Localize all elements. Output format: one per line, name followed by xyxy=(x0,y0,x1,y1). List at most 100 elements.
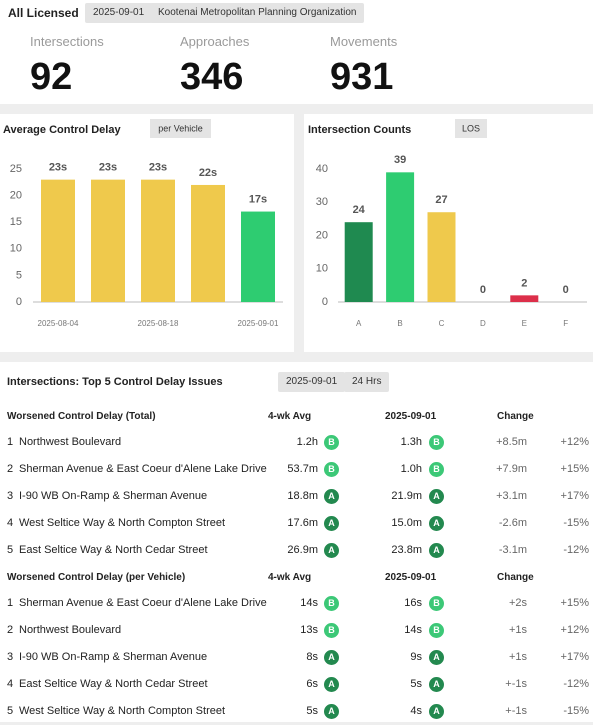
column-header: Worsened Control Delay (Total) xyxy=(7,411,156,422)
cell-rank: 4 xyxy=(7,678,14,690)
grade-badge: B xyxy=(429,596,444,611)
cell-rank: 4 xyxy=(7,517,14,529)
counts-chart: Intersection Counts LOS010203040A24B39C27… xyxy=(308,119,587,328)
table-row[interactable]: 5 East Seltice Way & North Cedar Street 26… xyxy=(0,537,593,564)
bar xyxy=(510,295,539,302)
y-tick-label: 15 xyxy=(10,216,22,228)
grade-badge: A xyxy=(429,650,444,665)
table-row[interactable]: 4 East Seltice Way & North Cedar Street 6s… xyxy=(0,671,593,698)
bar xyxy=(41,179,75,302)
button-bg[interactable] xyxy=(455,119,487,138)
cell-change: -2.6m xyxy=(498,517,527,529)
table-row[interactable]: 2 Sherman Avenue & East Coeur d'Alene Lak… xyxy=(0,456,593,483)
cell-name: Northwest Boulevard xyxy=(19,436,122,448)
table-row[interactable]: 4 West Seltice Way & North Compton Street… xyxy=(0,510,593,537)
cell-name: West Seltice Way & North Compton Street xyxy=(19,705,226,717)
x-tick-label: 2025-09-01 xyxy=(238,319,279,328)
cell-name: East Seltice Way & North Cedar Street xyxy=(19,544,208,556)
cell-change: +2s xyxy=(508,597,527,609)
table-header: Worsened Control Delay (Total) 4-wk Avg 20… xyxy=(0,403,593,430)
grade-badge: B xyxy=(429,623,444,638)
value-label: 27 xyxy=(435,194,447,206)
table-row[interactable]: 1 Northwest Boulevard 1.2h B 1.3h B +8.5m +12% xyxy=(0,429,593,456)
bar xyxy=(344,222,373,302)
grade-badge: A xyxy=(429,704,444,719)
cell-change: +1s xyxy=(508,651,527,663)
column-header: Change xyxy=(497,572,534,583)
bar xyxy=(191,184,225,302)
cell-pct: +12% xyxy=(560,624,589,636)
cell-change: +8.5m xyxy=(496,436,527,448)
grade-badge: A xyxy=(429,489,444,504)
cell-pct: -15% xyxy=(563,517,589,529)
cell-cur: 4s xyxy=(410,705,422,717)
grade-badge: A xyxy=(324,516,339,531)
cell-pct: -15% xyxy=(563,705,589,717)
cell-avg: 5s xyxy=(306,705,318,717)
delay-chart: Average Control Delay per Vehicle 0 5 10 15 20… xyxy=(3,119,283,328)
button-label: LOS xyxy=(462,123,480,133)
kpi-value: 92 xyxy=(30,56,73,98)
x-tick-label: D xyxy=(480,319,486,328)
cell-cur: 1.0h xyxy=(400,463,422,475)
cell-cur: 14s xyxy=(404,624,422,636)
cell-rank: 5 xyxy=(7,705,14,717)
table-row[interactable]: 3 I-90 WB On-Ramp & Sherman Avenue 8s A 9s A +… xyxy=(0,644,593,671)
grade-badge: B xyxy=(429,462,444,477)
button-bg[interactable] xyxy=(150,119,211,138)
x-tick-label: 2025-08-04 xyxy=(38,319,79,328)
period-chip[interactable]: 24 Hrs xyxy=(344,372,390,392)
cell-rank: 1 xyxy=(7,436,14,448)
cell-pct: +12% xyxy=(560,436,589,448)
table-row[interactable]: 1 Sherman Avenue & East Coeur d'Alene Lak… xyxy=(0,590,593,617)
y-tick-label: 10 xyxy=(316,263,328,275)
bar xyxy=(241,211,275,302)
counts-panel: Intersection Counts LOS 0 10 20 30 40 A 24 B 39 C 27… xyxy=(304,114,593,352)
y-tick-label: 30 xyxy=(316,196,328,208)
grade-badge: A xyxy=(324,677,339,692)
cell-rank: 3 xyxy=(7,490,14,502)
cell-name: Northwest Boulevard xyxy=(19,624,122,636)
value-label: 2 xyxy=(521,277,527,289)
x-tick-label: 2025-08-18 xyxy=(138,319,179,328)
cell-cur: 21.9m xyxy=(391,490,422,502)
cell-change: +1s xyxy=(508,624,527,636)
y-tick-label: 20 xyxy=(316,229,328,241)
issues-panel: Intersections: Top 5 Control Delay Issue… xyxy=(0,362,593,722)
table-row[interactable]: 2 Northwest Boulevard 13s B 14s B +1s +12% xyxy=(0,617,593,644)
chart-title: Intersection Counts xyxy=(308,124,411,136)
value-label: 39 xyxy=(394,154,406,166)
cell-name: Sherman Avenue & East Coeur d'Alene Lake… xyxy=(19,597,267,609)
table-row[interactable]: 5 West Seltice Way & North Compton Street… xyxy=(0,698,593,725)
x-tick-label: E xyxy=(522,319,527,328)
bar xyxy=(141,179,175,302)
cell-rank: 3 xyxy=(7,651,14,663)
cell-cur: 1.3h xyxy=(400,436,422,448)
org-chip[interactable]: Kootenai Metropolitan Planning Organizat… xyxy=(150,3,365,23)
cell-avg: 14s xyxy=(300,597,318,609)
date-chip[interactable]: 2025-09-01 xyxy=(278,372,346,392)
cell-name: I-90 WB On-Ramp & Sherman Avenue xyxy=(19,651,208,663)
bar xyxy=(427,212,456,302)
grade-badge: A xyxy=(429,516,444,531)
cell-name: I-90 WB On-Ramp & Sherman Avenue xyxy=(19,490,208,502)
column-header: Change xyxy=(497,411,534,422)
value-label: 23s xyxy=(149,162,167,174)
cell-avg: 18.8m xyxy=(287,490,318,502)
column-header: 2025-09-01 xyxy=(385,411,437,422)
cell-pct: -12% xyxy=(563,678,589,690)
y-tick-label: 0 xyxy=(322,296,328,308)
cell-change: -3.1m xyxy=(498,544,527,556)
value-label: 24 xyxy=(353,204,366,216)
grade-badge: B xyxy=(324,462,339,477)
value-label: 23s xyxy=(49,162,67,174)
cell-avg: 26.9m xyxy=(287,544,318,556)
table-row[interactable]: 3 I-90 WB On-Ramp & Sherman Avenue 18.8m A 2… xyxy=(0,483,593,510)
cell-avg: 1.2h xyxy=(296,436,318,448)
grade-badge: A xyxy=(324,650,339,665)
date-chip[interactable]: 2025-09-01 xyxy=(85,3,153,23)
cell-rank: 2 xyxy=(7,463,14,475)
bar xyxy=(91,179,125,302)
issues-title: Intersections: Top 5 Control Delay Issue… xyxy=(7,376,223,388)
button-label: per Vehicle xyxy=(158,123,203,133)
